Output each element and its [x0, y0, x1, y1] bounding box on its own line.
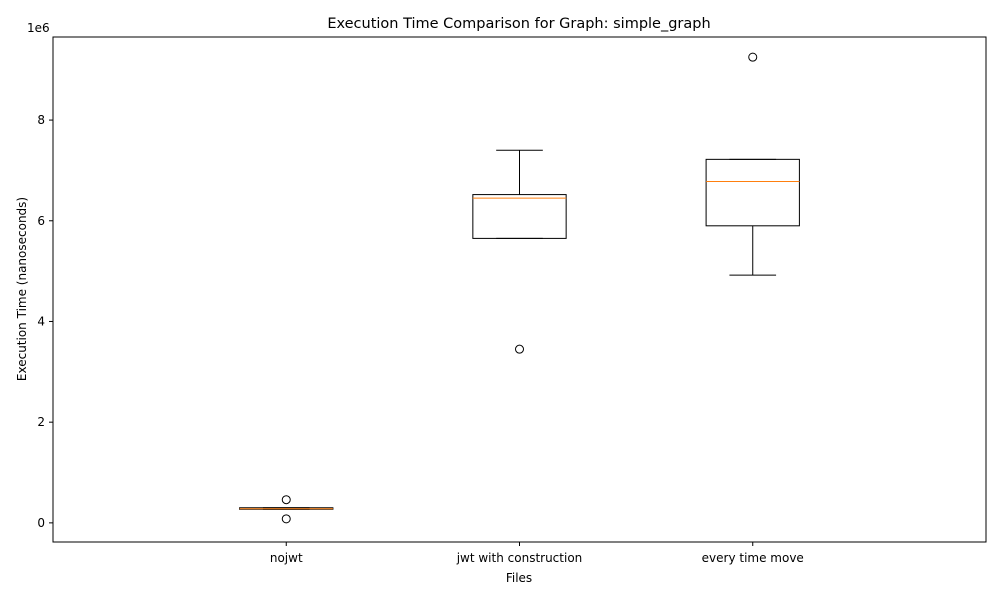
y-tick-label: 8: [37, 113, 45, 127]
box-group: [472, 149, 567, 354]
outlier-point: [515, 344, 524, 354]
plot-area: [239, 52, 800, 524]
axes-frame: [52, 36, 987, 543]
outlier-point: [281, 495, 291, 505]
x-tick-label: jwt with construction: [456, 551, 583, 565]
y-tick-label: 6: [37, 214, 45, 228]
x-axis-label: Files: [506, 571, 532, 585]
y-axis-label: Execution Time (nanoseconds): [15, 197, 29, 381]
y-axis-offset-label: 1e6: [27, 21, 50, 35]
x-axis: nojwt jwt with construction every time mov…: [270, 542, 804, 565]
y-axis: 0 2 4 6 8: [37, 113, 53, 530]
chart-title: Execution Time Comparison for Graph: sim…: [327, 16, 710, 32]
y-tick-label: 2: [37, 415, 45, 429]
box-iqr: [705, 158, 800, 227]
outlier-point: [748, 52, 758, 62]
box-group: [705, 52, 800, 276]
box-iqr: [472, 194, 567, 239]
x-tick-label: every time move: [702, 551, 804, 565]
box-group: [239, 495, 334, 524]
x-tick-label: nojwt: [270, 551, 303, 565]
y-tick-label: 4: [37, 314, 45, 328]
outlier-point: [281, 514, 291, 524]
y-tick-label: 0: [37, 516, 45, 530]
